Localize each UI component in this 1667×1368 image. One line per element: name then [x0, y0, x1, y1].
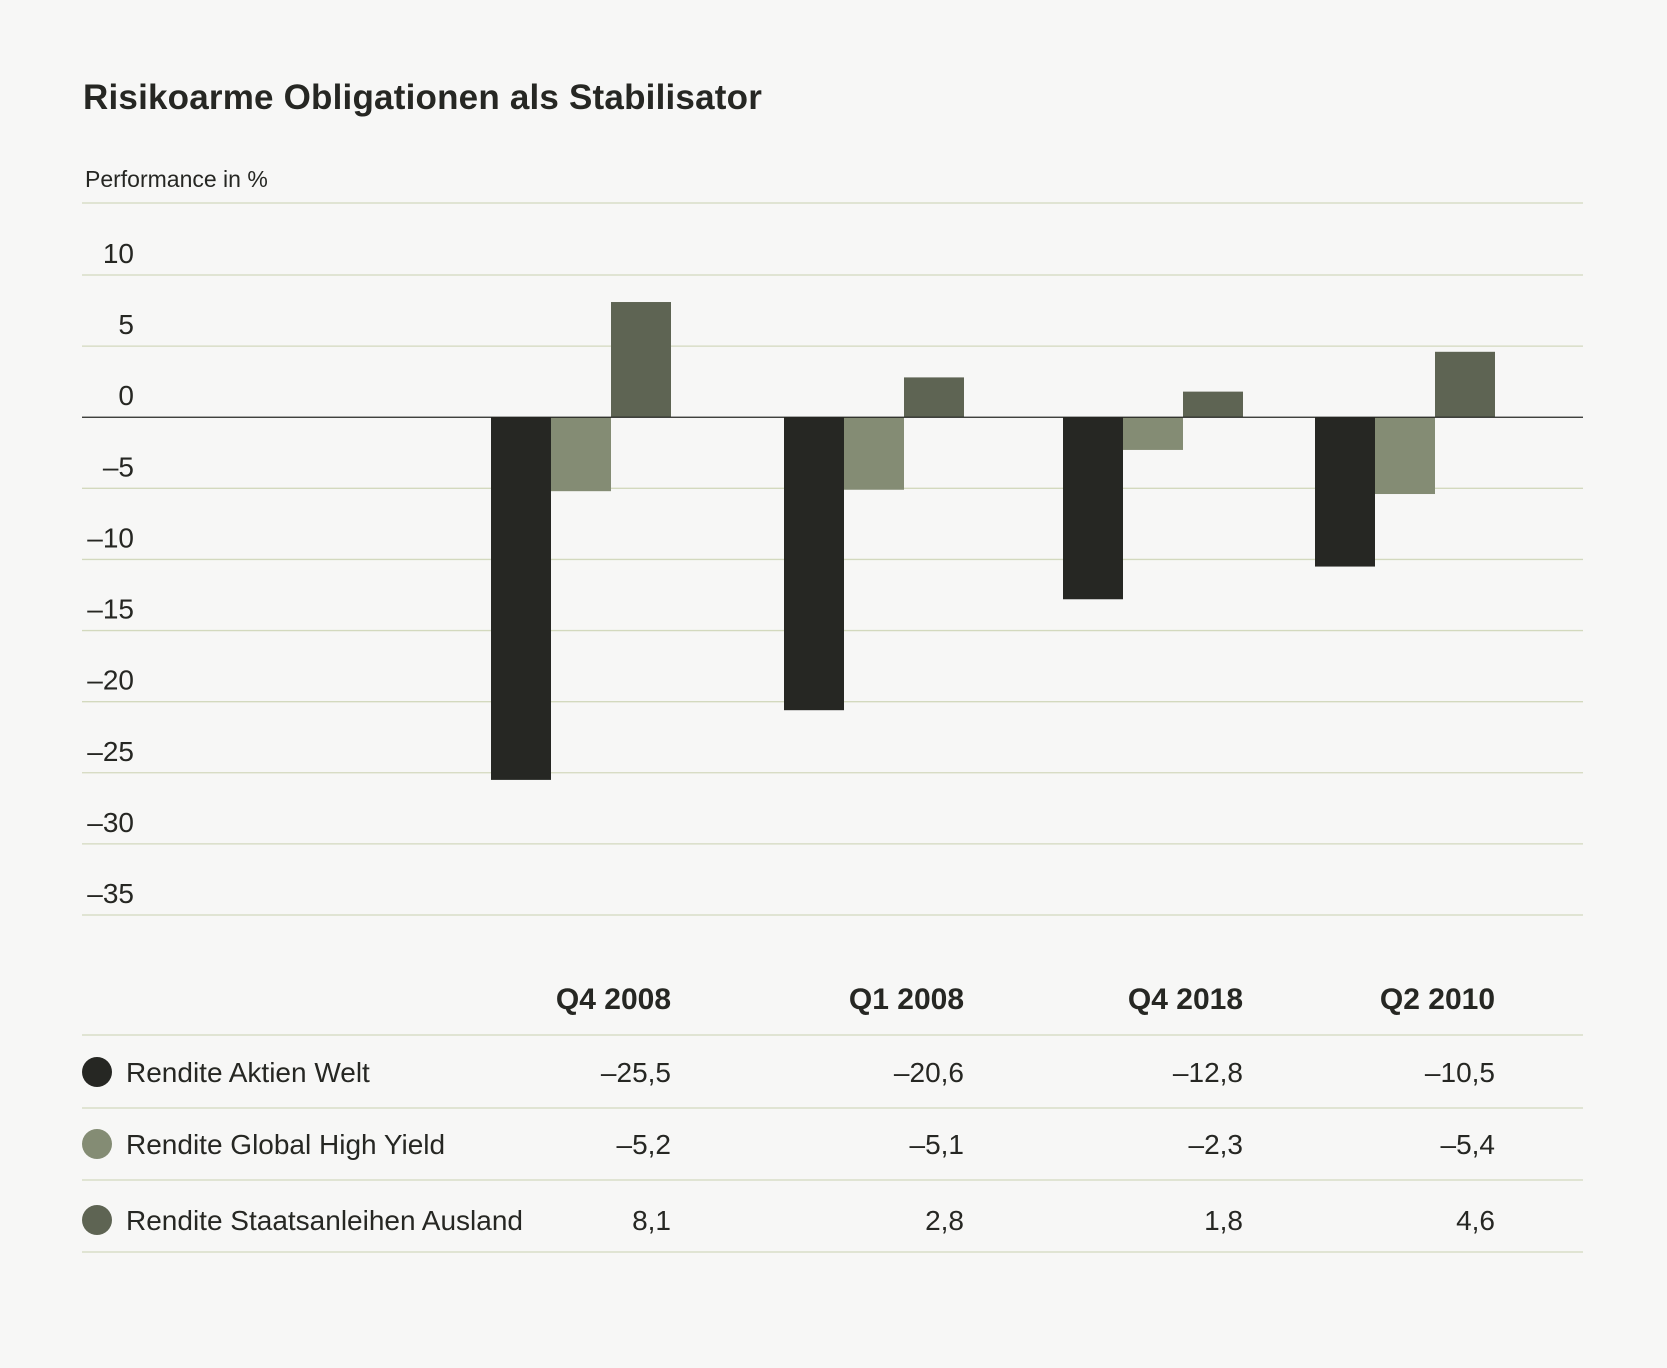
table-value: –20,6: [894, 1057, 964, 1088]
legend-swatch: [82, 1057, 112, 1087]
table-header: Q4 2008: [556, 983, 671, 1016]
y-tick-label: 5: [118, 309, 134, 340]
table-header: Q2 2010: [1380, 983, 1495, 1016]
table-value: 4,6: [1456, 1205, 1495, 1236]
y-tick-label: –25: [87, 736, 134, 767]
y-tick-label: –35: [87, 878, 134, 909]
bar: [1063, 417, 1123, 600]
table-value: 1,8: [1204, 1205, 1243, 1236]
y-tick-label: 0: [118, 380, 134, 411]
table-value: –12,8: [1173, 1057, 1243, 1088]
table-value: –2,3: [1189, 1129, 1244, 1160]
bar: [1123, 417, 1183, 450]
table-value: –5,1: [910, 1129, 965, 1160]
y-tick-label: –10: [87, 522, 134, 553]
y-tick-label: –30: [87, 807, 134, 838]
chart-title: Risikoarme Obligationen als Stabilisator: [83, 78, 763, 117]
bar: [491, 417, 551, 780]
bar: [784, 417, 844, 711]
table-value: –10,5: [1425, 1057, 1495, 1088]
bar: [1315, 417, 1375, 567]
table-header: Q1 2008: [849, 983, 964, 1016]
legend-label: Rendite Staatsanleihen Ausland: [126, 1205, 523, 1236]
bar: [904, 377, 964, 418]
table-value: 2,8: [925, 1205, 964, 1236]
bar: [1375, 417, 1435, 495]
y-tick-label: –15: [87, 594, 134, 625]
bar: [611, 302, 671, 418]
table-value: –5,2: [617, 1129, 672, 1160]
y-tick-label: –5: [103, 451, 134, 482]
table-value: 8,1: [632, 1205, 671, 1236]
table-value: –25,5: [601, 1057, 671, 1088]
legend-swatch: [82, 1129, 112, 1159]
y-axis-label: Performance in %: [85, 166, 268, 192]
legend-swatch: [82, 1205, 112, 1235]
y-tick-label: 10: [103, 238, 134, 269]
legend-label: Rendite Global High Yield: [126, 1129, 445, 1160]
bar: [844, 417, 904, 490]
bar: [551, 417, 611, 492]
table-header: Q4 2018: [1128, 983, 1243, 1016]
table-value: –5,4: [1441, 1129, 1496, 1160]
bar: [1183, 391, 1243, 418]
bar: [1435, 351, 1495, 418]
y-tick-label: –20: [87, 665, 134, 696]
legend-label: Rendite Aktien Welt: [126, 1057, 370, 1088]
